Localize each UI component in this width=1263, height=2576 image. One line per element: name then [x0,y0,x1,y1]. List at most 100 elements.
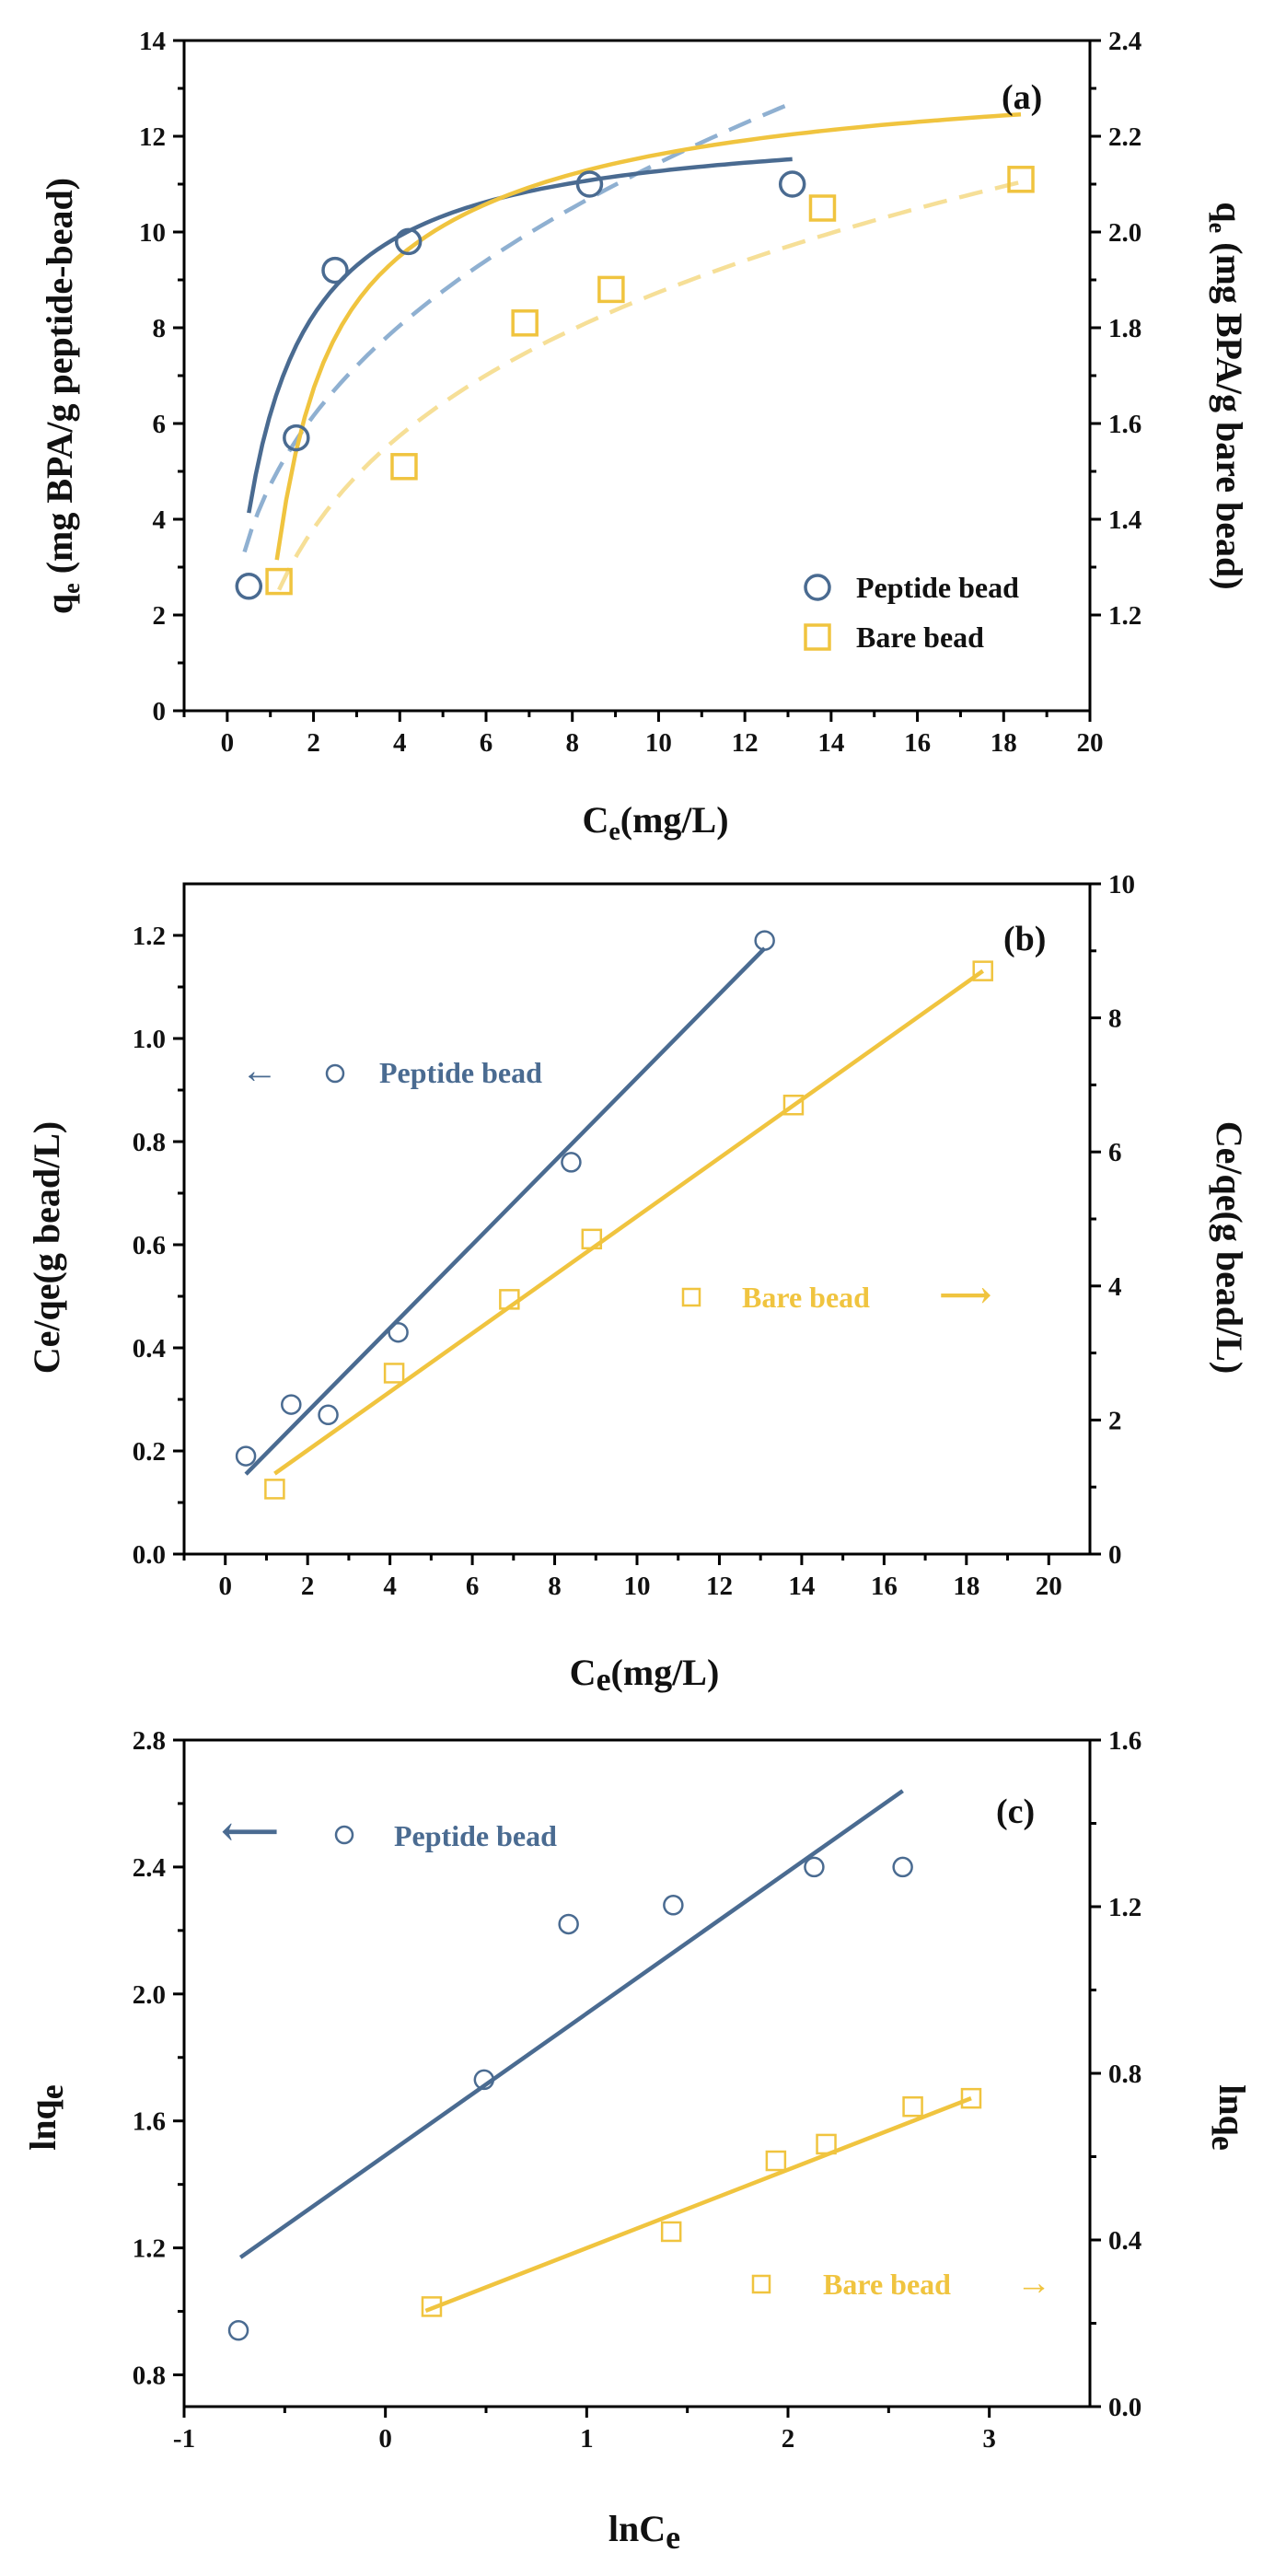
b-x-tick-label: 6 [466,1572,480,1601]
panel-c-ylabel-right: lnqe [1205,2084,1253,2151]
panel-b-chart: 0 2 4 6 8 10 12 14 16 18 20 0.0 0.2 0.4 0.6 0.8 1.0 1.2 0 2… [26,870,1250,1698]
c-bare-point [421,2296,443,2317]
a-bare-point [808,194,837,222]
b-yleft-tick-label: 0.6 [133,1231,166,1260]
c-x-tick-label: 2 [782,2424,795,2454]
a-bare-point [265,567,293,596]
legend-c-bare-arrow: → [1016,2264,1051,2303]
a-yleft-tick-label: 8 [153,314,167,343]
panel-a-ylabel-left: qe (mg BPA/g peptide-bead) [39,178,85,614]
b-peptide-fit-line [244,946,767,1476]
b-bare-point [972,960,993,981]
a-peptide-freundlich-fit [242,100,794,553]
b-x-tick-label: 8 [548,1572,562,1601]
a-x-tick-label: 0 [221,728,235,758]
c-yleft-tick-label: 1.2 [133,2234,166,2264]
c-peptide-point [227,2320,249,2341]
a-yright-tick-label: 1.2 [1108,601,1141,631]
a-yright-tick-label: 1.4 [1108,505,1141,535]
c-bare-point [765,2150,787,2172]
b-peptide-point [318,1404,339,1426]
legend-b-peptide-arrow: ← [241,1050,278,1091]
legend-peptide-label: Peptide bead [856,571,1019,604]
a-yleft-tick-label: 14 [139,27,166,56]
b-yleft-tick-label: 1.0 [133,1025,166,1054]
b-yright-tick-label: 4 [1108,1272,1122,1302]
a-x-tick-label: 14 [817,728,844,758]
a-x-tick-label: 8 [565,728,579,758]
a-peptide-point [778,170,806,198]
b-x-tick-label: 20 [1036,1572,1062,1601]
panel-a-legend: Peptide bead Bare bead [804,571,1019,654]
a-x-tick-label: 18 [991,728,1017,758]
c-yleft-tick-label: 2.0 [133,1980,166,2010]
c-yright-tick-label: 0.8 [1108,2060,1141,2089]
a-peptide-point [235,573,263,600]
a-yleft-tick-label: 12 [139,122,166,152]
a-bare-langmuir-fit [274,111,1022,561]
a-bare-point [511,309,539,337]
panel-c-tag: (c) [996,1793,1035,1831]
a-yright-tick-label: 2.0 [1108,218,1141,248]
panel-a-ylabel-right: qe (mg BPA/g bare bead) [1204,202,1250,589]
b-yright-tick-label: 0 [1108,1540,1122,1570]
b-x-tick-label: 16 [871,1572,898,1601]
a-x-tick-label: 2 [307,728,320,758]
legend-c-peptide-marker [334,1825,354,1845]
b-x-tick-label: 2 [301,1572,315,1601]
b-yleft-tick-label: 0.4 [133,1334,166,1363]
panel-a-tag: (a) [1002,78,1042,117]
legend-b-peptide-label: Peptide bead [379,1056,542,1089]
c-plot-frame [182,1738,1092,2408]
a-bare-point [1007,166,1035,193]
c-yleft-tick-label: 0.8 [133,2361,166,2391]
panel-a-xlabel: Ce(mg/L) [582,799,728,846]
legend-peptide-marker [804,574,831,601]
panel-b-ylabel-left: Ce/qe(g bead/L) [26,1121,67,1374]
panel-b-legend-peptide: ← Peptide bead [241,1050,542,1091]
a-yleft-tick-label: 0 [153,697,167,726]
c-bare-point [660,2221,682,2243]
a-yleft-tick-label: 2 [153,601,167,631]
legend-c-bare-marker [751,2274,771,2294]
panel-b-legend-bare: Bare bead ⟶ [681,1274,991,1316]
a-yright-tick-label: 1.6 [1108,410,1141,439]
c-yright-tick-label: 1.2 [1108,1893,1141,1922]
c-yright-tick-label: 0.4 [1108,2226,1141,2256]
c-x-tick-label: 1 [580,2424,594,2454]
c-bare-point [816,2133,837,2155]
c-yleft-tick-label: 1.6 [133,2107,166,2137]
b-x-tick-label: 14 [788,1572,815,1601]
a-x-tick-label: 4 [393,728,407,758]
b-x-tick-label: 18 [953,1572,979,1601]
a-x-tick-label: 10 [645,728,672,758]
b-peptide-point [388,1321,409,1343]
a-x-tick-label: 6 [480,728,493,758]
panel-c-ylabel-left: lnqe [22,2084,70,2151]
c-peptide-point [473,2069,495,2091]
b-yright-tick-label: 6 [1108,1138,1122,1167]
b-yleft-tick-label: 0.8 [133,1128,166,1157]
c-peptide-point [663,1895,684,1916]
b-bare-point [499,1289,520,1310]
b-x-tick-label: 4 [383,1572,397,1601]
a-x-tick-label: 12 [732,728,759,758]
panel-a-chart: 0 2 4 6 8 10 12 14 16 18 20 0 2 4 6 8 10 12 14 1.2 1.4 1.6 1.8… [39,27,1250,846]
legend-b-bare-marker [681,1287,701,1307]
b-yright-tick-label: 2 [1108,1406,1122,1435]
legend-b-bare-label: Bare bead [742,1281,870,1314]
legend-bare-marker [804,623,831,651]
b-peptide-point [281,1394,302,1415]
legend-b-peptide-marker [325,1063,345,1084]
c-x-tick-label: 0 [378,2424,392,2454]
b-bare-point [782,1094,805,1116]
b-peptide-point [235,1445,257,1467]
a-yright-tick-label: 2.2 [1108,122,1141,152]
a-x-tick-label: 20 [1077,728,1104,758]
a-yleft-tick-label: 4 [153,505,167,535]
a-peptide-point [321,256,349,284]
b-yleft-tick-label: 1.2 [133,922,166,951]
a-bare-point [390,453,418,481]
a-peptide-point [394,227,423,256]
